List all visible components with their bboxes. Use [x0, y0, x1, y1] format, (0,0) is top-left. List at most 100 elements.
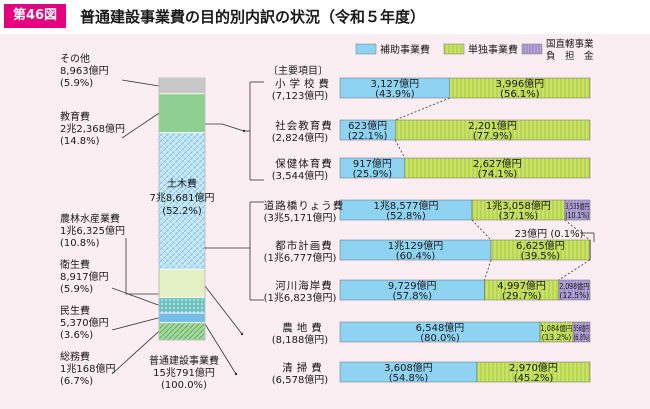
legend-label-1: 単独事業費: [468, 43, 518, 56]
row-0-name: 小学校費: [275, 77, 333, 90]
row-3-segment-1-value: 1兆3,058億円: [486, 199, 551, 212]
row-1-name: 社会教育費: [275, 119, 333, 132]
row-4-name: 都市計画費: [275, 239, 333, 252]
row-5-segment-0-value: 9,729億円: [388, 279, 437, 292]
row-5-segment-2-percent: (12.5%): [560, 291, 590, 300]
arrow-kyoiku-b: [221, 123, 245, 132]
row-6-segment-0-value: 6,548億円: [416, 321, 465, 334]
row-0-segment-0-percent: (43.9%): [375, 89, 415, 100]
label-0-value: 1兆168億円: [60, 362, 115, 375]
row-5-name: 河川海岸費: [275, 279, 333, 292]
total-label-line-0: 普通建設事業費: [149, 354, 219, 367]
row-4-segment-0-percent: (60.4%): [396, 251, 436, 262]
arrowhead-eisei: [234, 372, 238, 376]
row-4-segment-2: [589, 239, 591, 261]
label-6-percent: (5.9%): [60, 78, 93, 89]
row-3-name: 道路橋りょう費: [264, 199, 345, 212]
leader-eisei: [111, 287, 160, 306]
label-1-percent: (3.6%): [60, 330, 93, 341]
arrow-eisei: [204, 323, 237, 375]
row-5-segment-1-percent: (29.7%): [502, 291, 542, 302]
label-2-value: 8,917億円: [60, 270, 109, 283]
row-6-segment-0-percent: (80.0%): [420, 333, 460, 344]
legend-swatch-0: [355, 43, 377, 55]
row-5-segment-2: [558, 279, 591, 301]
legend-swatch-2: [521, 43, 543, 55]
label-3-value: 1兆6,325億円: [60, 224, 125, 237]
row-3-segment-1-percent: (37.1%): [499, 211, 539, 222]
figure-number-badge: 第46図: [4, 4, 66, 28]
row-5-segment-0-percent: (57.8%): [392, 291, 432, 302]
row-4-segment-1-value: 6,625億円: [516, 239, 565, 252]
row-2-name: 保健体育費: [275, 157, 333, 170]
row-7-segment-0-percent: (54.8%): [389, 373, 429, 384]
arrow-norin: [204, 285, 243, 335]
row-1-segment-1-percent: (77.9%): [473, 131, 513, 142]
label-1-value: 5,370億円: [60, 316, 109, 329]
dashed-connector-1-2: [394, 139, 406, 159]
row-2-segment-1-value: 2,627億円: [473, 157, 522, 170]
row-2-segment-1-percent: (74.1%): [478, 169, 518, 180]
row-5-total: (1兆6,823億円): [264, 291, 337, 304]
row-0-total: (7,123億円): [272, 89, 329, 102]
row-7-segment-1-value: 2,970億円: [509, 361, 558, 374]
label-5-percent: (14.8%): [60, 136, 100, 147]
label-3-percent: (10.8%): [60, 238, 100, 249]
row-2-segment-0-percent: (25.9%): [353, 169, 393, 180]
leader-minsei: [111, 317, 160, 331]
label-1-name: 民生費: [60, 304, 90, 317]
figure-title: 普通建設事業費の目的別内訳の状況（令和５年度）: [80, 8, 426, 26]
vertical-bar-segment-5: [158, 93, 206, 133]
label-6-name: その他: [60, 52, 90, 65]
row-3-segment-0-percent: (52.8%): [386, 211, 426, 222]
row-2-segment-1: [404, 157, 591, 179]
label-5-name: 教育費: [60, 110, 90, 123]
row-7-name: 清掃費: [282, 361, 326, 374]
vertical-bar-segment-0: [158, 322, 206, 341]
row-0-segment-1-percent: (56.1%): [500, 89, 540, 100]
label-doboku-percent: (52.2%): [162, 206, 202, 217]
row-6-name: 農地費: [282, 321, 326, 334]
dashed-connector2-4-5: [558, 259, 590, 281]
arrowhead-kyoiku: [242, 129, 246, 133]
row-3-segment-2-percent: (10.1%): [565, 211, 589, 220]
vertical-bar-segment-6: [158, 77, 206, 95]
label-doboku-value: 7兆8,681億円: [150, 191, 215, 204]
vertical-bar-segment-3: [158, 268, 206, 298]
vertical-bar-segment-2: [158, 297, 206, 314]
leader-somu: [111, 330, 160, 375]
row-1-segment-0-percent: (22.1%): [348, 131, 388, 142]
label-5-value: 2兆2,368億円: [60, 122, 125, 135]
leader-kyoiku: [121, 112, 160, 139]
row-3-segment-0-value: 1兆8,577億円: [374, 199, 439, 212]
label-3-name: 農林水産業費: [60, 212, 120, 225]
row-5-segment-1-value: 4,997億円: [497, 279, 546, 292]
dashed-connector-3-4: [471, 219, 492, 241]
vertical-bar-outline: [158, 77, 206, 341]
legend-label-2-line0: 国直轄事業: [546, 38, 594, 50]
row-0-segment-1-value: 3,996億円: [496, 77, 545, 90]
vertical-bar-segment-1: [158, 312, 206, 323]
dashed-connector2-3-4: [564, 219, 590, 241]
row-7-segment-0-value: 3,608億円: [384, 361, 433, 374]
label-0-name: 総務費: [60, 350, 90, 363]
legend-swatch-1: [443, 43, 465, 55]
label-6-value: 8,963億円: [60, 64, 109, 77]
legend-label-0: 補助事業費: [380, 43, 430, 56]
row-4-segment-1-percent: (39.5%): [521, 251, 561, 262]
row-7-segment-1: [476, 361, 591, 383]
label-2-name: 衛生費: [60, 258, 90, 271]
row-3-segment-2: [564, 199, 591, 221]
dashed-connector-4-5: [484, 259, 492, 281]
chart-panel: 補助事業費 単独事業費 国直轄事業負 担 金土木費 7兆8,681億円 (52.2%) 総…: [4, 34, 646, 405]
label-doboku-name: 土木費: [167, 177, 197, 190]
row-3-total: (3兆5,171億円): [264, 211, 337, 224]
group-label: 〔主要項目〕: [268, 65, 328, 77]
row-4-total: (1兆6,777億円): [264, 251, 337, 264]
legend-label-2-line1: 負 担 金: [546, 50, 594, 62]
total-label-line-2: (100.0%): [161, 380, 207, 391]
label-2-percent: (5.9%): [60, 284, 93, 295]
vertical-bar-segment-4: [158, 132, 206, 270]
row-4-segment-0-value: 1兆129億円: [388, 239, 443, 252]
